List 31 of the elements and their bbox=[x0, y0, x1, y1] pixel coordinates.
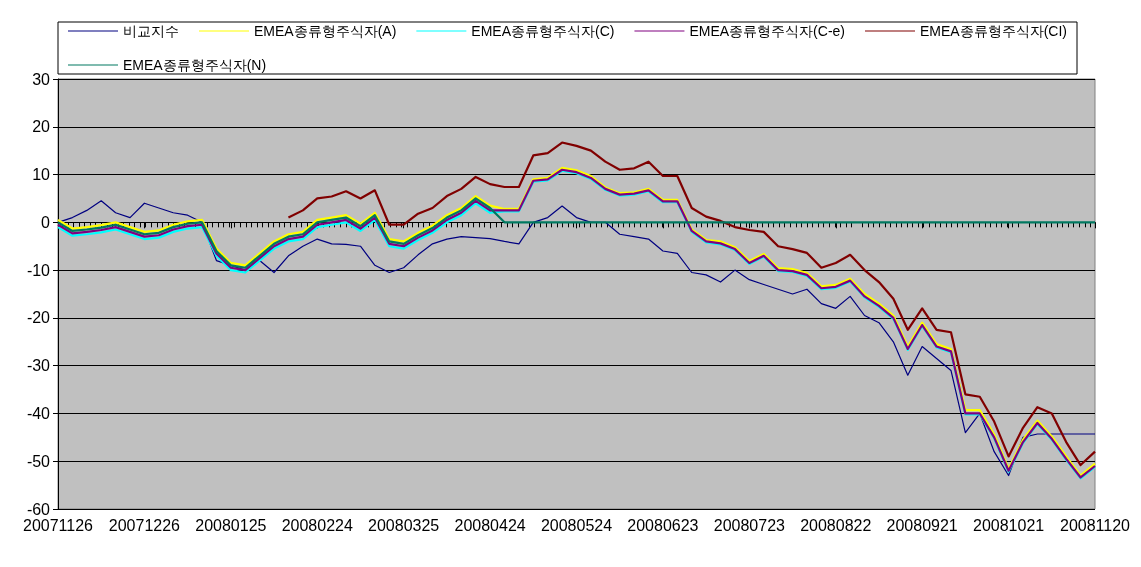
y-tick-label: -30 bbox=[26, 357, 51, 375]
x-tick-label: 20080325 bbox=[368, 516, 440, 534]
y-tick-label: -40 bbox=[26, 404, 51, 422]
x-tick-label: 20081120 bbox=[1060, 516, 1131, 534]
legend-label: EMEA종류형주식자(N) bbox=[123, 57, 267, 73]
x-tick-label: 20080623 bbox=[627, 516, 699, 534]
x-tick-label: 20080822 bbox=[800, 516, 872, 534]
legend-label: 비교지수 bbox=[123, 23, 179, 39]
x-tick-label: 20080921 bbox=[886, 516, 958, 534]
legend-label: EMEA종류형주식자(A) bbox=[254, 23, 397, 39]
x-tick-label: 20081021 bbox=[972, 516, 1045, 534]
line-series bbox=[287, 141, 1097, 467]
y-tick-label: 20 bbox=[32, 118, 51, 136]
y-tick-label: 10 bbox=[32, 166, 51, 184]
x-tick-label: 20080723 bbox=[713, 516, 786, 534]
y-tick-label: -10 bbox=[26, 261, 51, 279]
x-tick-label: 20080524 bbox=[540, 516, 613, 534]
x-tick-label: 20080125 bbox=[195, 516, 267, 534]
line-series bbox=[56, 197, 1097, 269]
y-tick-label: -60 bbox=[26, 500, 51, 518]
legend-label: EMEA종류형주식자(C-e) bbox=[689, 23, 846, 39]
legend-label: EMEA종류형주식자(C) bbox=[471, 23, 615, 39]
y-tick-label: 0 bbox=[41, 213, 51, 231]
legend-label: EMEA종류형주식자(CI) bbox=[920, 23, 1068, 39]
x-tick-label: 20071126 bbox=[23, 516, 94, 534]
x-tick-label: 20080424 bbox=[454, 516, 526, 534]
x-tick-label: 20080224 bbox=[281, 516, 353, 534]
x-tick-label: 20071226 bbox=[108, 516, 181, 534]
y-tick-label: 30 bbox=[32, 70, 51, 88]
y-tick-label: -20 bbox=[26, 309, 51, 327]
y-tick-label: -50 bbox=[26, 452, 51, 470]
